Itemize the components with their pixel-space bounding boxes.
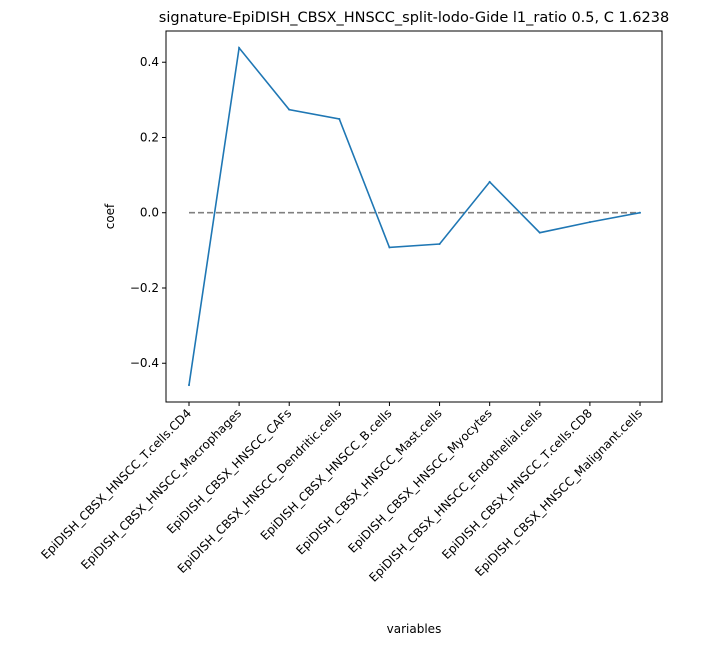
data-point	[538, 231, 541, 234]
data-point	[588, 221, 591, 224]
x-axis: EpiDISH_CBSX_HNSCC_T.cells.CD4EpiDISH_CB…	[38, 402, 645, 585]
y-tick-label: −0.4	[130, 356, 159, 370]
data-point	[488, 180, 491, 183]
x-tick-label: EpiDISH_CBSX_HNSCC_Endothelial.cells	[366, 406, 545, 585]
data-point	[338, 118, 341, 121]
data-point	[388, 246, 391, 249]
y-axis: −0.4 −0.2 0.0 0.2 0.4	[130, 55, 166, 370]
y-tick-label: 0.4	[140, 55, 159, 69]
data-points	[188, 46, 641, 387]
x-axis-label: variables	[387, 622, 442, 636]
y-tick-label: 0.0	[140, 206, 159, 220]
y-tick-label: 0.2	[140, 130, 159, 144]
data-point	[238, 46, 241, 49]
plot-frame	[165, 30, 663, 403]
y-tick-label: −0.2	[130, 281, 159, 295]
data-point	[188, 384, 190, 387]
data-point	[438, 242, 441, 245]
data-point	[288, 108, 291, 111]
y-axis-label: coef	[103, 203, 117, 229]
data-point	[639, 211, 641, 214]
chart-title: signature-EpiDISH_CBSX_HNSCC_split-lodo-…	[159, 10, 669, 26]
series-line	[188, 45, 641, 386]
